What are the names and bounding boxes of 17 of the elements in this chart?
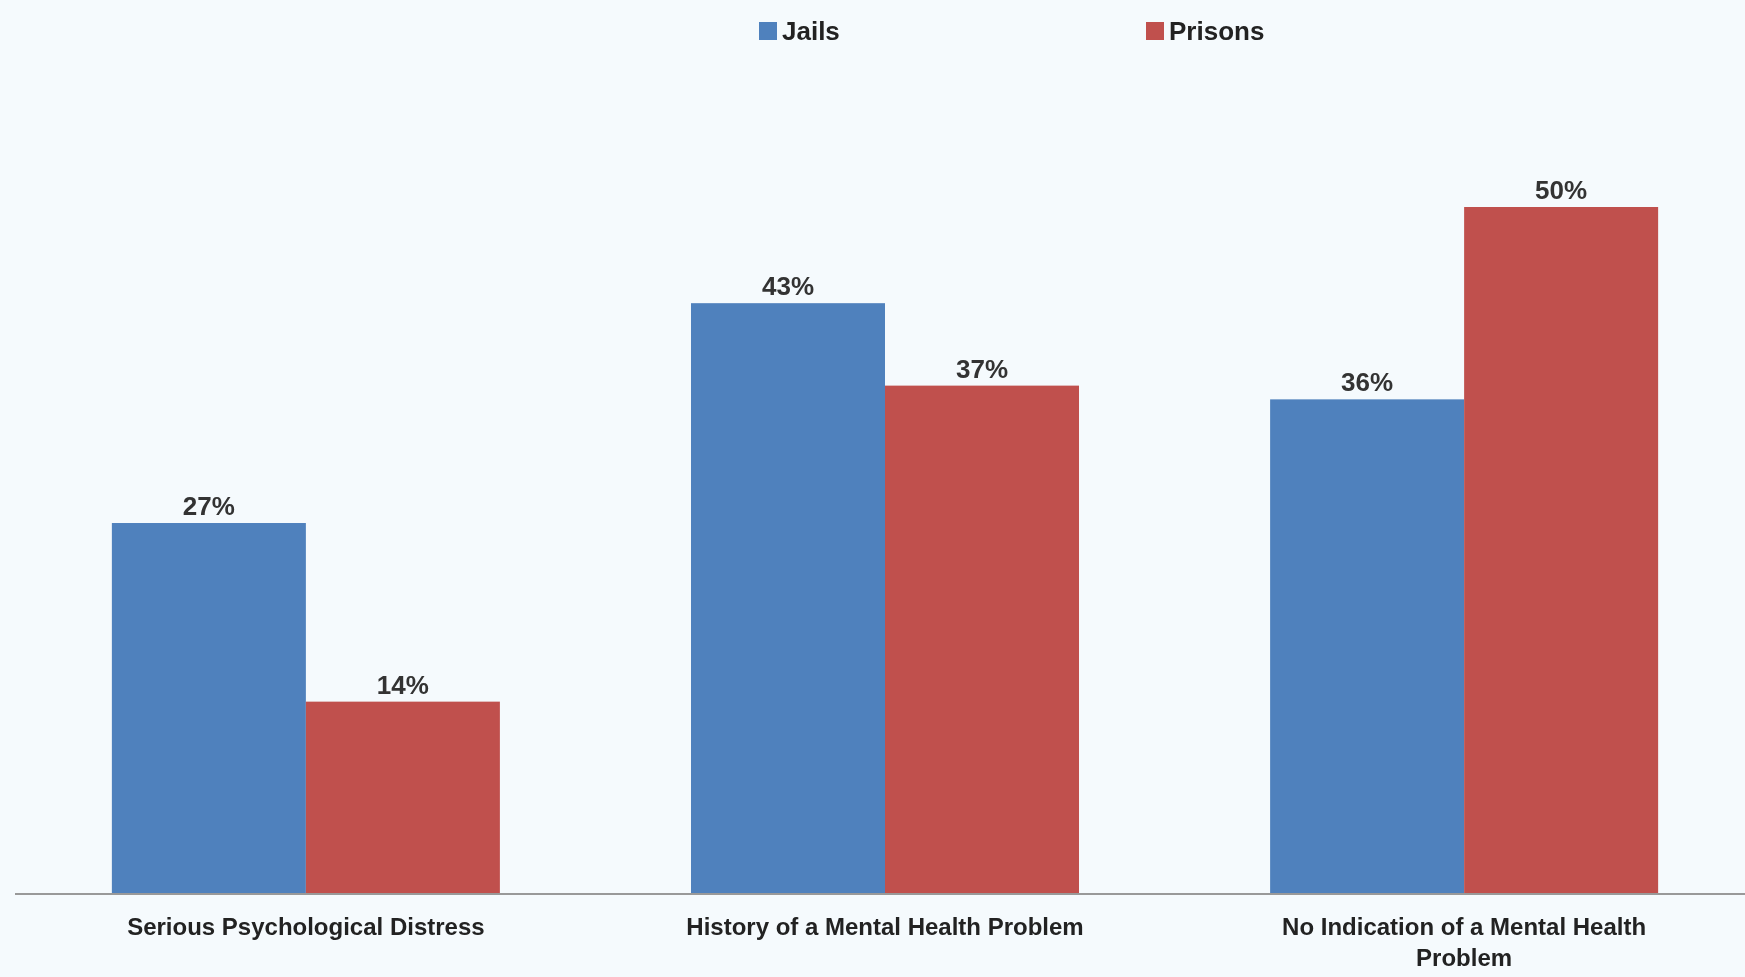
bar <box>690 303 885 894</box>
data-label: 14% <box>376 669 429 700</box>
legend-label: Prisons <box>1169 16 1265 46</box>
data-label: 27% <box>182 491 235 522</box>
bar <box>1464 207 1659 894</box>
data-label: 36% <box>1341 367 1394 398</box>
data-label: 37% <box>955 353 1009 384</box>
data-label: 50% <box>1535 175 1588 205</box>
bar <box>885 385 1080 894</box>
bar <box>111 523 306 894</box>
bar <box>1270 399 1465 894</box>
x-tick-label: Serious Psychological Distress <box>127 913 485 940</box>
x-tick-label: No Indication of a Mental Health Problem <box>1282 913 1647 971</box>
bar <box>305 701 500 894</box>
x-tick-label: History of a Mental Health Problem <box>686 913 1084 940</box>
legend-label: Jails <box>782 16 840 46</box>
data-label: 43% <box>761 271 815 302</box>
